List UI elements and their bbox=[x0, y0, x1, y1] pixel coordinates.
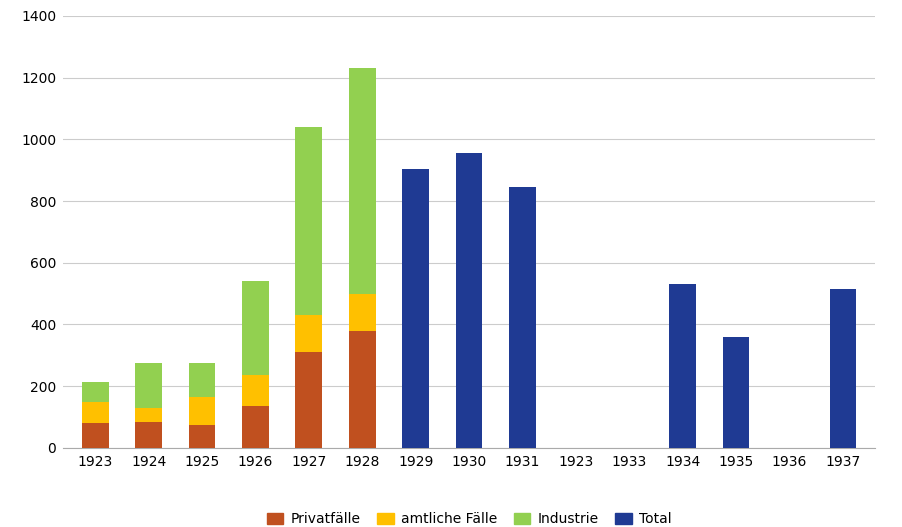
Bar bbox=[135, 422, 162, 448]
Bar bbox=[242, 375, 269, 406]
Bar bbox=[135, 363, 162, 408]
Bar bbox=[189, 425, 216, 448]
Bar bbox=[296, 352, 322, 448]
Bar bbox=[189, 397, 216, 425]
Bar bbox=[349, 330, 375, 448]
Bar bbox=[349, 294, 375, 330]
Bar bbox=[402, 169, 429, 448]
Bar bbox=[82, 423, 108, 448]
Bar bbox=[242, 281, 269, 375]
Bar bbox=[830, 289, 856, 448]
Bar bbox=[456, 153, 483, 448]
Bar bbox=[296, 315, 322, 352]
Bar bbox=[135, 408, 162, 422]
Bar bbox=[82, 402, 108, 423]
Bar bbox=[349, 69, 375, 294]
Legend: Privatfälle, amtliche Fälle, Industrie, Total: Privatfälle, amtliche Fälle, Industrie, … bbox=[262, 507, 676, 527]
Bar bbox=[669, 285, 696, 448]
Bar bbox=[242, 406, 269, 448]
Bar bbox=[509, 187, 536, 448]
Bar bbox=[296, 127, 322, 315]
Bar bbox=[82, 382, 108, 402]
Bar bbox=[189, 363, 216, 397]
Bar bbox=[723, 337, 750, 448]
